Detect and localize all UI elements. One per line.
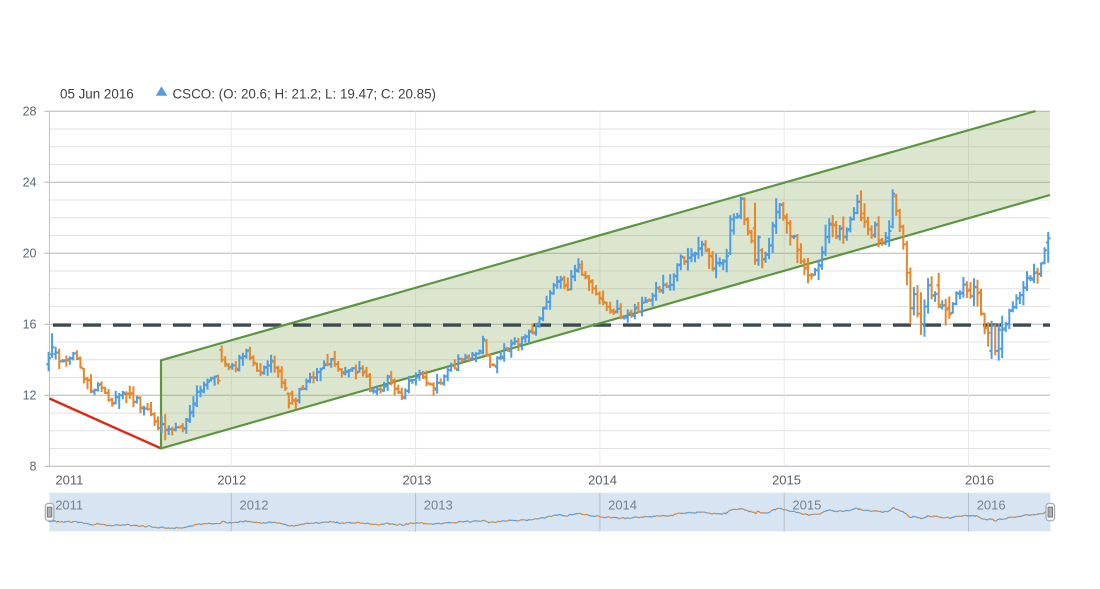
svg-text:2012: 2012 [240, 497, 269, 512]
svg-text:8: 8 [30, 459, 37, 473]
svg-text:2014: 2014 [608, 497, 637, 512]
svg-text:2013: 2013 [424, 497, 453, 512]
svg-text:2012: 2012 [217, 472, 246, 487]
svg-text:2011: 2011 [55, 472, 83, 487]
svg-text:12: 12 [23, 388, 37, 402]
svg-text:2015: 2015 [772, 472, 801, 487]
svg-text:2011: 2011 [55, 497, 83, 512]
svg-text:2014: 2014 [588, 472, 617, 487]
svg-text:28: 28 [23, 105, 37, 119]
svg-text:CSCO: (O: 20.6; H: 21.2; L: 19: CSCO: (O: 20.6; H: 21.2; L: 19.47; C: 20… [173, 87, 436, 102]
svg-text:20: 20 [23, 246, 37, 260]
svg-text:2013: 2013 [403, 472, 432, 487]
svg-text:05 Jun 2016: 05 Jun 2016 [60, 87, 134, 102]
svg-text:16: 16 [23, 317, 37, 331]
svg-text:2016: 2016 [977, 497, 1006, 512]
svg-text:24: 24 [23, 175, 37, 189]
svg-text:2016: 2016 [965, 472, 994, 487]
svg-text:2015: 2015 [792, 497, 821, 512]
